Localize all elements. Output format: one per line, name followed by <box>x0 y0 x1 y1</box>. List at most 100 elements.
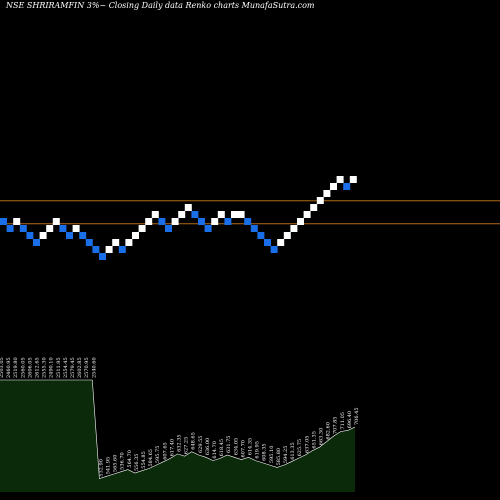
renko-brick-up <box>349 176 357 183</box>
volume-price-label: 2560.05 <box>20 357 26 378</box>
renko-brick-up <box>52 218 60 225</box>
renko-brick-up <box>330 183 337 190</box>
renko-brick-up <box>211 218 219 225</box>
renko-brick-up <box>46 225 54 232</box>
renko-brick-down <box>244 218 252 225</box>
volume-price-label: 614.70 <box>212 441 218 459</box>
renko-brick-up <box>112 239 120 246</box>
renko-brick-up <box>297 218 304 225</box>
volume-price-label: 634.05 <box>233 438 239 456</box>
renko-brick-up <box>290 225 298 232</box>
renko-brick-down <box>118 246 126 253</box>
renko-brick-down <box>92 246 100 253</box>
renko-brick-down <box>343 183 351 190</box>
volume-panel <box>0 379 356 492</box>
volume-price-label: 2519.80 <box>13 357 19 378</box>
renko-brick-down <box>198 218 205 225</box>
renko-brick-up <box>237 211 245 218</box>
renko-brick-up <box>39 232 47 239</box>
renko-brick-up <box>13 218 21 225</box>
volume-price-label: 564.70 <box>127 450 133 468</box>
volume-price-label: 663.30 <box>319 428 325 446</box>
volume-price-label: 554.85 <box>141 451 147 469</box>
volume-price-label: 565.60 <box>113 455 119 473</box>
volume-price-label: 2511.95 <box>56 357 62 378</box>
volume-price-label: 556.35 <box>134 454 140 472</box>
volume-price-label: 618.45 <box>219 439 225 457</box>
volume-price-label: 706.45 <box>354 408 360 426</box>
renko-brick-up <box>323 190 331 197</box>
renko-brick-up <box>316 197 324 204</box>
renko-brick-up <box>105 246 113 253</box>
renko-brick-up <box>231 211 238 218</box>
volume-price-label: 682.60 <box>326 422 332 440</box>
volume-price-label: 2570.95 <box>84 357 90 378</box>
volume-price-label: 632.35 <box>177 434 183 452</box>
volume-price-label: 595.75 <box>155 446 161 464</box>
renko-brick-down <box>264 239 271 246</box>
volume-price-label: 2579.45 <box>70 357 76 378</box>
renko-brick-down <box>6 225 14 232</box>
renko-brick-up <box>151 211 159 218</box>
renko-brick-down <box>270 246 278 253</box>
volume-price-label: 636.00 <box>205 438 211 456</box>
renko-brick-up <box>72 225 80 232</box>
volume-price-label: 625.75 <box>297 439 303 457</box>
renko-brick-up <box>184 204 192 211</box>
volume-price-label: 608.35 <box>262 443 268 461</box>
volume-price-label: 648.65 <box>191 432 197 450</box>
renko-brick-up <box>310 204 318 211</box>
volume-price-label: 614.35 <box>248 438 254 456</box>
renko-brick-down <box>59 225 67 232</box>
volume-price-label: 2460.95 <box>6 357 12 378</box>
volume-price-label: 696.40 <box>347 411 353 429</box>
renko-brick-down <box>33 239 40 246</box>
renko-brick-down <box>250 225 258 232</box>
volume-price-label: 584.65 <box>148 449 154 467</box>
volume-price-label: 2555.30 <box>42 357 48 378</box>
volume-price-label: 2554.45 <box>63 357 69 378</box>
renko-brick-down <box>191 211 199 218</box>
volume-price-label: 2602.85 <box>77 357 83 378</box>
volume-price-label: 631.75 <box>226 436 232 454</box>
chart-title: NSE SHRIRAMFIN 3%~ Closing Daily data Re… <box>5 1 315 10</box>
renko-brick-down <box>224 218 232 225</box>
volume-price-label: 585.80 <box>276 448 282 466</box>
volume-price-label: 2503.05 <box>0 357 5 378</box>
renko-brick-up <box>132 232 139 239</box>
renko-brick-up <box>125 239 133 246</box>
volume-price-label: 532.90 <box>98 459 104 477</box>
renko-brick-up <box>138 225 146 232</box>
volume-price-label: 617.40 <box>169 439 175 457</box>
volume-price-label: 711.05 <box>340 412 346 430</box>
volume-price-label: 2540.60 <box>91 357 97 378</box>
volume-price-label: 613.35 <box>290 442 296 460</box>
volume-price-label: 2612.65 <box>35 357 41 378</box>
volume-price-label: 2490.10 <box>49 357 55 378</box>
renko-brick-down <box>158 218 166 225</box>
renko-brick-down <box>99 253 106 260</box>
renko-brick-up <box>178 211 186 218</box>
volume-price-label: 536.70 <box>120 452 126 470</box>
volume-price-label: 651.35 <box>311 431 317 449</box>
renko-brick-up <box>145 218 153 225</box>
renko-brick-down <box>85 239 93 246</box>
volume-price-label: 607.65 <box>162 442 168 460</box>
volume-price-label: 619.95 <box>255 441 261 459</box>
renko-brick-up <box>303 211 311 218</box>
volume-price-label: 595.10 <box>269 446 275 464</box>
renko-brick-down <box>0 218 7 225</box>
volume-price-label: 607.70 <box>240 440 246 458</box>
volume-price-label: 541.95 <box>106 457 112 475</box>
renko-brick-up <box>283 232 291 239</box>
volume-outline <box>0 379 356 480</box>
renko-bricks <box>0 176 357 260</box>
renko-brick-down <box>26 232 34 239</box>
renko-brick-down <box>204 225 212 232</box>
volume-price-label: 594.25 <box>283 446 289 464</box>
renko-brick-down <box>66 232 73 239</box>
renko-brick-down <box>79 232 87 239</box>
renko-brick-down <box>19 225 27 232</box>
volume-price-label: 637.05 <box>304 436 310 454</box>
